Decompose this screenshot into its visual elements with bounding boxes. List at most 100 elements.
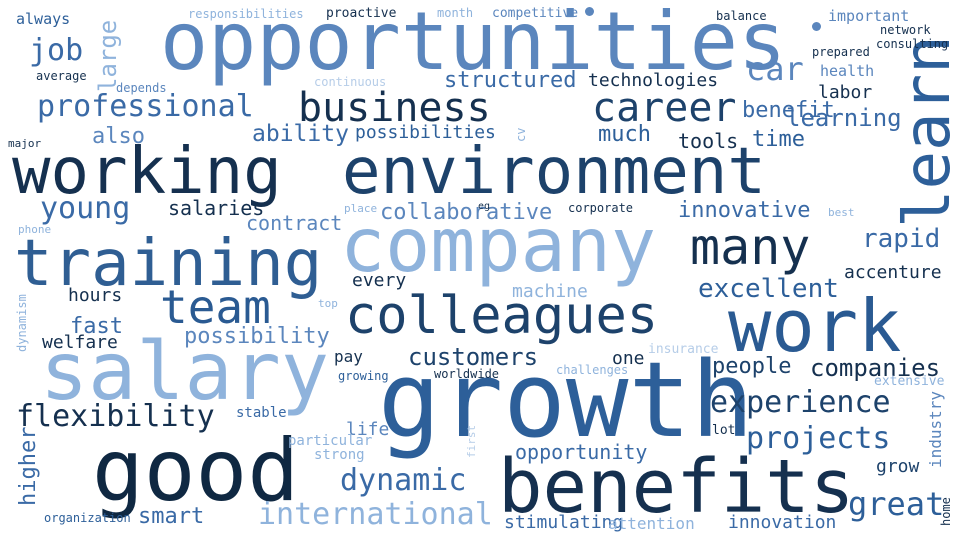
word-continuous: continuous: [314, 75, 387, 89]
word-great: great: [848, 485, 945, 523]
word-depends: depends: [116, 81, 167, 95]
word-ability: ability: [252, 121, 349, 147]
word-higher: higher: [16, 426, 41, 506]
word-always: always: [16, 10, 71, 28]
word-opportunities: opportunities: [160, 0, 787, 88]
word-company: company: [340, 201, 657, 289]
word-particular: particular: [288, 433, 373, 449]
word-insurance: insurance: [648, 342, 719, 357]
word-balance: balance: [716, 9, 767, 23]
word-consulting: consulting: [876, 37, 949, 51]
word-structured: structured: [444, 68, 577, 93]
word-hours: hours: [68, 285, 123, 306]
word-welfare: welfare: [42, 332, 118, 353]
word-colleagues: colleagues: [345, 286, 659, 346]
word-important: important: [828, 7, 910, 25]
word-one: one: [612, 348, 645, 369]
word-professional: professional: [37, 89, 254, 124]
word-dynamism: dynamism: [15, 294, 29, 352]
word-organization: organization: [44, 511, 131, 525]
word-place: place: [344, 202, 378, 215]
word-stimulating: stimulating: [504, 512, 624, 533]
word-benefits: benefits: [498, 444, 855, 530]
word-environment: environment: [342, 135, 766, 209]
word-pay: pay: [334, 347, 363, 366]
word-companies: companies: [810, 354, 941, 382]
word-growth: growth: [378, 339, 754, 461]
word-salaries: salaries: [168, 196, 265, 220]
word-first: first: [465, 424, 478, 458]
word-learning: learning: [786, 104, 902, 132]
word-cv: cv: [514, 127, 528, 142]
dot-right: [812, 22, 821, 31]
word-extensive: extensive: [874, 374, 945, 389]
word-projects: projects: [746, 421, 891, 456]
word-lot: lot: [712, 423, 736, 438]
word-month: month: [437, 6, 474, 20]
word-smart: smart: [138, 504, 205, 529]
dot-top: [585, 7, 594, 16]
word-car: car: [746, 50, 804, 88]
word-flexibility: flexibility: [16, 399, 215, 434]
word-eg: eg: [478, 201, 491, 212]
word-every: every: [352, 270, 407, 291]
word-health: health: [820, 62, 875, 80]
word-innovation: innovation: [728, 512, 837, 533]
word-best: best: [828, 206, 855, 219]
word-time: time: [752, 127, 805, 152]
word-young: young: [40, 191, 131, 226]
word-competitive: competitive: [492, 6, 579, 21]
word-home: home: [939, 497, 953, 526]
word-opportunity: opportunity: [515, 440, 648, 464]
word-collaborative: collaborative: [380, 200, 553, 225]
word-learn: learn: [891, 35, 963, 228]
word-job: job: [29, 33, 84, 68]
word-innovative: innovative: [678, 198, 811, 223]
word-machine: machine: [512, 281, 588, 302]
word-attention: attention: [608, 514, 695, 533]
word-strong: strong: [314, 447, 365, 463]
word-fast: fast: [70, 314, 123, 339]
word-salary: salary: [40, 325, 329, 418]
word-working: working: [12, 135, 282, 209]
word-international: international: [258, 497, 493, 532]
word-customers: customers: [408, 343, 539, 371]
word-top: top: [318, 297, 338, 310]
word-possibility: possibility: [184, 324, 330, 349]
word-good: good: [92, 421, 300, 521]
word-contract: contract: [246, 211, 343, 235]
word-average: average: [36, 69, 87, 83]
word-training: training: [14, 227, 323, 301]
word-growing: growing: [338, 369, 389, 383]
word-many: many: [690, 218, 811, 276]
word-network: network: [880, 23, 931, 37]
word-team: team: [160, 280, 271, 334]
word-dynamic: dynamic: [340, 463, 467, 498]
word-people: people: [712, 354, 792, 379]
word-business: business: [298, 85, 491, 131]
word-labor: labor: [818, 82, 873, 103]
word-career: career: [592, 85, 737, 131]
word-tools: tools: [678, 129, 739, 153]
word-experience: experience: [710, 385, 891, 420]
word-work: work: [728, 284, 902, 368]
word-grow: grow: [876, 456, 920, 477]
word-technologies: technologies: [588, 70, 719, 91]
word-possibilities: possibilities: [355, 122, 496, 143]
word-benefit: benefit: [742, 98, 835, 123]
word-industry: industry: [926, 390, 945, 468]
word-life: life: [346, 419, 390, 440]
word-major: major: [8, 137, 42, 150]
word-also: also: [92, 124, 145, 149]
word-challenges: challenges: [556, 363, 629, 377]
word-corporate: corporate: [568, 201, 634, 215]
word-phone: phone: [18, 223, 52, 236]
word-worldwide: worldwide: [434, 367, 500, 381]
word-rapid: rapid: [862, 224, 941, 254]
word-stable: stable: [236, 405, 287, 421]
word-much: much: [598, 122, 651, 147]
word-accenture: accenture: [844, 262, 942, 283]
word-proactive: proactive: [326, 6, 397, 21]
word-excellent: excellent: [698, 274, 839, 304]
